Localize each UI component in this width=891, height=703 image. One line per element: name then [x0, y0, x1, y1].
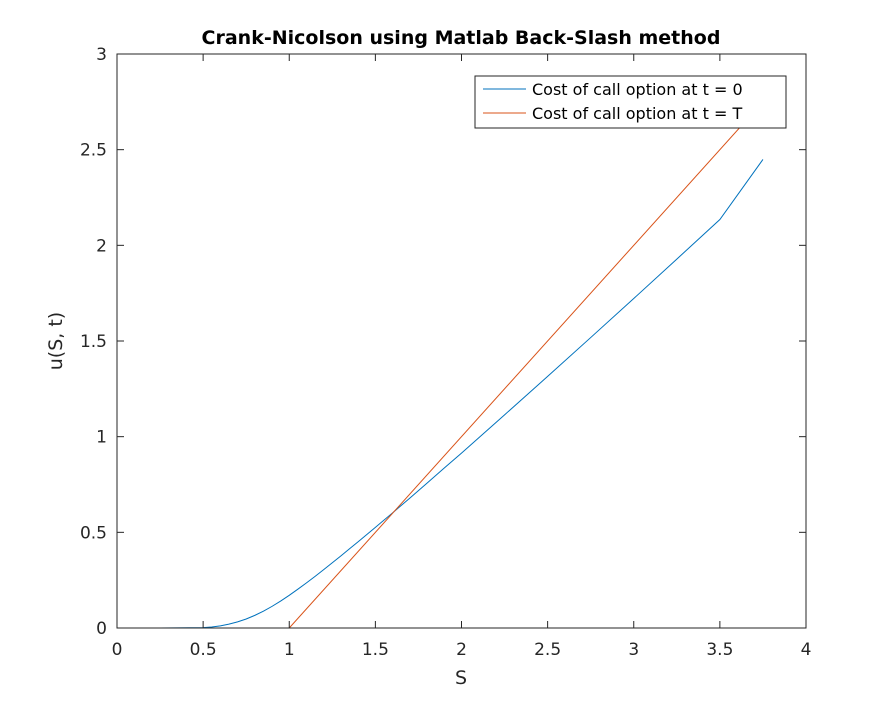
x-tick-label: 0.5 — [190, 640, 217, 660]
x-tick-label: 3.5 — [706, 640, 733, 660]
y-tick-label: 1 — [96, 428, 107, 448]
legend-label-series-0: Cost of call option at t = 0 — [532, 80, 743, 99]
x-tick-label: 2.5 — [534, 640, 561, 660]
x-tick-label: 2 — [456, 640, 467, 660]
x-tick-label: 4 — [801, 640, 812, 660]
x-tick-label: 3 — [628, 640, 639, 660]
y-tick-label: 0.5 — [80, 523, 107, 543]
x-tick-label: 1.5 — [362, 640, 389, 660]
y-tick-label: 0 — [96, 619, 107, 639]
y-tick-label: 2.5 — [80, 141, 107, 161]
legend-label-series-1: Cost of call option at t = T — [532, 104, 742, 123]
plot-area — [117, 54, 806, 628]
x-axis-label: S — [455, 667, 467, 689]
y-tick-label: 3 — [96, 45, 107, 65]
series-line-1 — [117, 101, 764, 628]
series-layer — [117, 101, 764, 628]
chart-title: Crank-Nicolson using Matlab Back-Slash m… — [202, 27, 721, 49]
series-line-0 — [117, 159, 764, 628]
x-tick-label: 1 — [284, 640, 295, 660]
y-tick-label: 2 — [96, 236, 107, 256]
legend-box — [474, 75, 787, 129]
ticks-layer: 0 0.5 1 1.5 2 2.5 3 3.5 4 0 0.5 1 1.5 2 2.5 3 — [80, 45, 811, 660]
y-axis-label: u(S, t) — [45, 312, 67, 370]
y-tick-label: 1.5 — [80, 332, 107, 352]
legend: Cost of call option at t = 0 Cost of cal… — [474, 75, 787, 129]
x-tick-label: 0 — [112, 640, 123, 660]
